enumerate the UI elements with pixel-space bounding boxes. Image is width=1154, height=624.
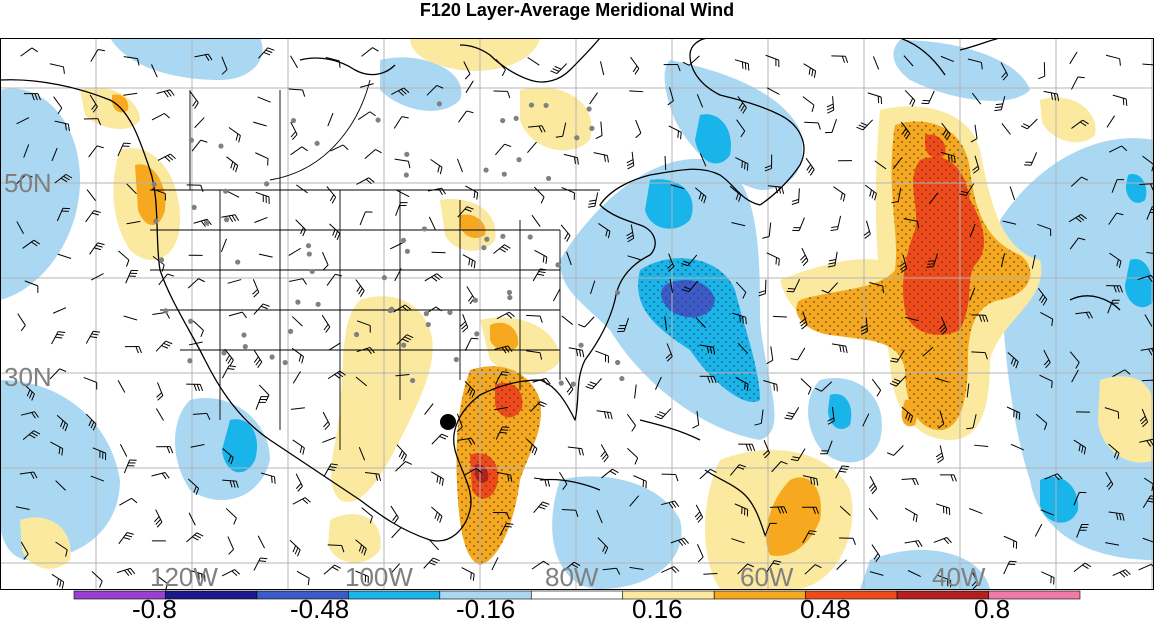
lat-label-30n: 30N <box>4 362 52 392</box>
station-dot-icon <box>189 138 194 143</box>
station-dot-icon <box>529 102 534 107</box>
station-dot-icon <box>528 234 533 239</box>
colorbar-label-neg-0-8: -0.8 <box>132 596 177 622</box>
station-dot-icon <box>306 243 311 248</box>
map-title: F120 Layer-Average Meridional Wind <box>0 0 1154 24</box>
station-dot-icon <box>507 290 512 295</box>
station-dot-icon <box>546 176 551 181</box>
station-dot-icon <box>422 226 427 231</box>
station-dot-icon <box>243 344 248 349</box>
station-dot-icon <box>483 167 488 172</box>
station-dot-icon <box>500 118 505 123</box>
station-dot-icon <box>151 182 156 187</box>
station-dot-icon <box>589 126 594 131</box>
station-dot-icon <box>473 298 478 303</box>
station-dot-icon <box>307 251 312 256</box>
station-dot-icon <box>310 269 315 274</box>
station-dot-icon <box>571 382 576 387</box>
colorbar-label-0-16: 0.16 <box>632 596 683 622</box>
station-dot-icon <box>500 234 505 239</box>
lon-label-80w: 80W <box>545 562 599 592</box>
station-dot-icon <box>224 217 229 222</box>
station-dot-icon <box>426 322 431 327</box>
station-dot-icon <box>235 259 240 264</box>
station-dot-icon <box>388 308 393 313</box>
station-dot-icon <box>221 350 226 355</box>
lon-label-120w: 120W <box>150 562 218 592</box>
station-dot-icon <box>474 331 479 336</box>
station-dot-icon <box>424 311 429 316</box>
station-dot-icon <box>404 172 409 177</box>
colorbar-swatch <box>531 591 622 599</box>
colorbar-label-0-8: 0.8 <box>974 596 1010 622</box>
station-dot-icon <box>559 381 564 386</box>
station-dot-icon <box>405 249 410 254</box>
station-dot-icon <box>375 117 380 122</box>
station-dot-icon <box>578 343 583 348</box>
black-dot-marker-icon <box>440 414 456 430</box>
station-dot-icon <box>574 135 579 140</box>
station-dot-icon <box>153 219 158 224</box>
station-dot-icon <box>619 376 624 381</box>
station-dot-icon <box>502 172 507 177</box>
station-dot-icon <box>401 343 406 348</box>
station-dot-icon <box>382 275 387 280</box>
station-dot-icon <box>454 357 459 362</box>
station-dot-icon <box>295 300 300 305</box>
station-dot-icon <box>218 143 223 148</box>
colorbar-label-neg-0-48: -0.48 <box>290 596 349 622</box>
station-dot-icon <box>315 141 320 146</box>
colorbar-label-neg-0-16: -0.16 <box>456 596 515 622</box>
colorbar-label-0-48: 0.48 <box>800 596 851 622</box>
station-dot-icon <box>241 332 246 337</box>
station-dot-icon <box>188 319 193 324</box>
lat-label-50n: 50N <box>4 168 52 198</box>
station-dot-icon <box>163 308 168 313</box>
station-dot-icon <box>484 237 489 242</box>
wind-barb-icon <box>773 316 787 317</box>
station-dot-icon <box>223 189 228 194</box>
station-dot-icon <box>615 360 620 365</box>
station-dot-icon <box>204 220 209 225</box>
station-dot-icon <box>404 152 409 157</box>
station-dot-icon <box>264 181 269 186</box>
station-dot-icon <box>283 360 288 365</box>
station-dot-icon <box>437 101 442 106</box>
station-dot-icon <box>316 302 321 307</box>
lon-label-40w: 40W <box>932 562 986 592</box>
station-dot-icon <box>288 329 293 334</box>
colorbar-swatch <box>165 591 256 599</box>
lon-label-100w: 100W <box>345 562 413 592</box>
station-dot-icon <box>481 245 486 250</box>
wind-barb-icon <box>665 156 666 170</box>
lon-label-60w: 60W <box>740 562 794 592</box>
station-dot-icon <box>192 205 197 210</box>
station-dot-icon <box>587 106 592 111</box>
station-dot-icon <box>187 358 192 363</box>
station-dot-icon <box>516 157 521 162</box>
colorbar-swatch <box>714 591 805 599</box>
colorbar <box>74 591 1080 599</box>
station-dot-icon <box>514 116 519 121</box>
colorbar-swatch <box>348 591 439 599</box>
station-dot-icon <box>507 295 512 300</box>
station-dot-icon <box>410 378 415 383</box>
station-dot-icon <box>354 332 359 337</box>
station-dot-icon <box>543 103 548 108</box>
station-dot-icon <box>555 262 560 267</box>
station-dot-icon <box>401 238 406 243</box>
station-dot-icon <box>615 290 620 295</box>
station-dot-icon <box>269 354 274 359</box>
station-dot-icon <box>159 257 164 262</box>
station-dot-icon <box>291 118 296 123</box>
station-dot-icon <box>447 310 452 315</box>
